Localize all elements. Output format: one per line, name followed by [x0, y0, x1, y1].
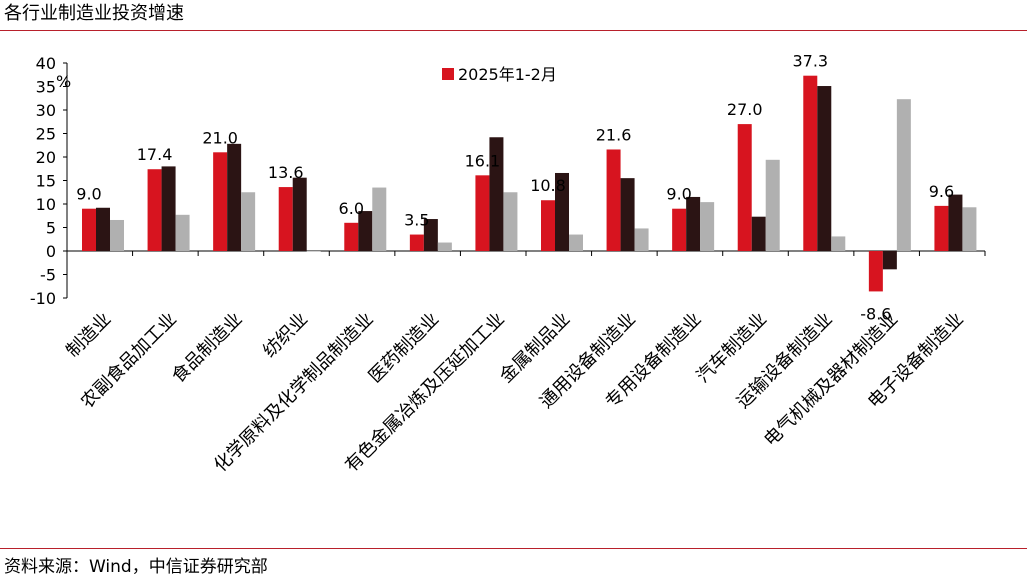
data-label: 27.0 [727, 100, 763, 119]
y-tick-label: -5 [40, 266, 56, 285]
bar-3 [896, 99, 911, 251]
bar-1 [868, 251, 883, 292]
chart-title: 各行业制造业投资增速 [4, 3, 184, 24]
data-label: 9.0 [666, 185, 691, 204]
bar-3 [175, 214, 190, 251]
bar-2 [555, 172, 569, 251]
category-label: 制造业 [62, 309, 115, 362]
data-label: 21.6 [596, 125, 632, 144]
bar-1 [278, 187, 293, 251]
bar-1 [803, 75, 818, 251]
data-label: 6.0 [339, 199, 364, 218]
bottom-divider [0, 548, 1027, 549]
y-tick-label: 35 [36, 78, 56, 97]
legend: 2025年1-2月 [442, 65, 557, 84]
y-tick-label: 25 [36, 125, 56, 144]
bar-2 [751, 216, 766, 251]
bar-1 [147, 169, 162, 251]
bar-3 [503, 192, 518, 251]
data-label: 3.5 [404, 211, 429, 230]
y-tick-label: 20 [36, 148, 56, 167]
bar-3 [765, 159, 780, 251]
bar-3 [700, 202, 715, 251]
y-tick-label: 30 [36, 101, 56, 120]
bar-2 [948, 194, 963, 251]
bar-3 [241, 192, 256, 251]
bar-2 [292, 177, 307, 251]
category-label: 食品制造业 [168, 309, 246, 387]
bars [82, 75, 977, 292]
data-label: -8.6 [860, 304, 891, 323]
bar-1 [934, 205, 949, 251]
bar-2 [161, 166, 176, 251]
bar-3 [372, 187, 387, 251]
bar-2 [96, 207, 110, 251]
bar-2 [358, 211, 373, 251]
bar-1 [672, 208, 687, 251]
y-tick-label: 5 [46, 219, 56, 238]
bar-2 [817, 86, 832, 251]
data-label: 10.8 [530, 176, 566, 195]
data-label: 16.1 [465, 151, 501, 170]
bar-1 [409, 234, 424, 251]
bar-1 [344, 222, 359, 251]
legend-label: 2025年1-2月 [458, 65, 557, 84]
category-label: 纺织业 [259, 309, 312, 362]
y-tick-label: 0 [46, 242, 56, 261]
source-note: 资料来源：Wind，中信证券研究部 [4, 557, 268, 577]
bar-1 [737, 124, 752, 251]
bar-3 [306, 251, 321, 252]
bar-2 [227, 143, 242, 251]
bar-2 [489, 137, 504, 251]
bar-3 [962, 207, 977, 251]
bar-3 [831, 236, 846, 251]
data-label: 13.6 [268, 163, 304, 182]
data-labels: 9.0 17.4 21.0 13.6 6.0 3.5 16.1 10.8 21.6 9.0 27.0… [76, 52, 954, 324]
bar-1 [606, 149, 621, 251]
bar-2 [423, 219, 438, 251]
bar-1 [541, 200, 555, 251]
bar-2 [620, 178, 635, 251]
bar-3 [437, 242, 452, 251]
y-axis-unit: % [56, 72, 71, 91]
bar-3 [634, 228, 649, 251]
bar-3 [569, 234, 583, 251]
y-tick-label: 10 [36, 195, 56, 214]
bar-2 [686, 196, 701, 251]
data-label: 9.0 [76, 185, 101, 204]
bar-1 [213, 152, 228, 251]
data-label: 37.3 [792, 52, 828, 71]
y-tick-label: 40 [36, 54, 56, 73]
data-label: 17.4 [137, 145, 173, 164]
y-tick-label: 15 [36, 172, 56, 191]
y-tick-label: -10 [30, 289, 56, 308]
legend-swatch [442, 68, 454, 80]
bar-3 [110, 219, 124, 251]
bar-1 [475, 175, 490, 251]
bar-2 [882, 251, 897, 270]
data-label: 21.0 [202, 128, 238, 147]
bar-1 [82, 208, 96, 251]
data-label: 9.6 [929, 182, 954, 201]
top-divider [0, 30, 1027, 31]
